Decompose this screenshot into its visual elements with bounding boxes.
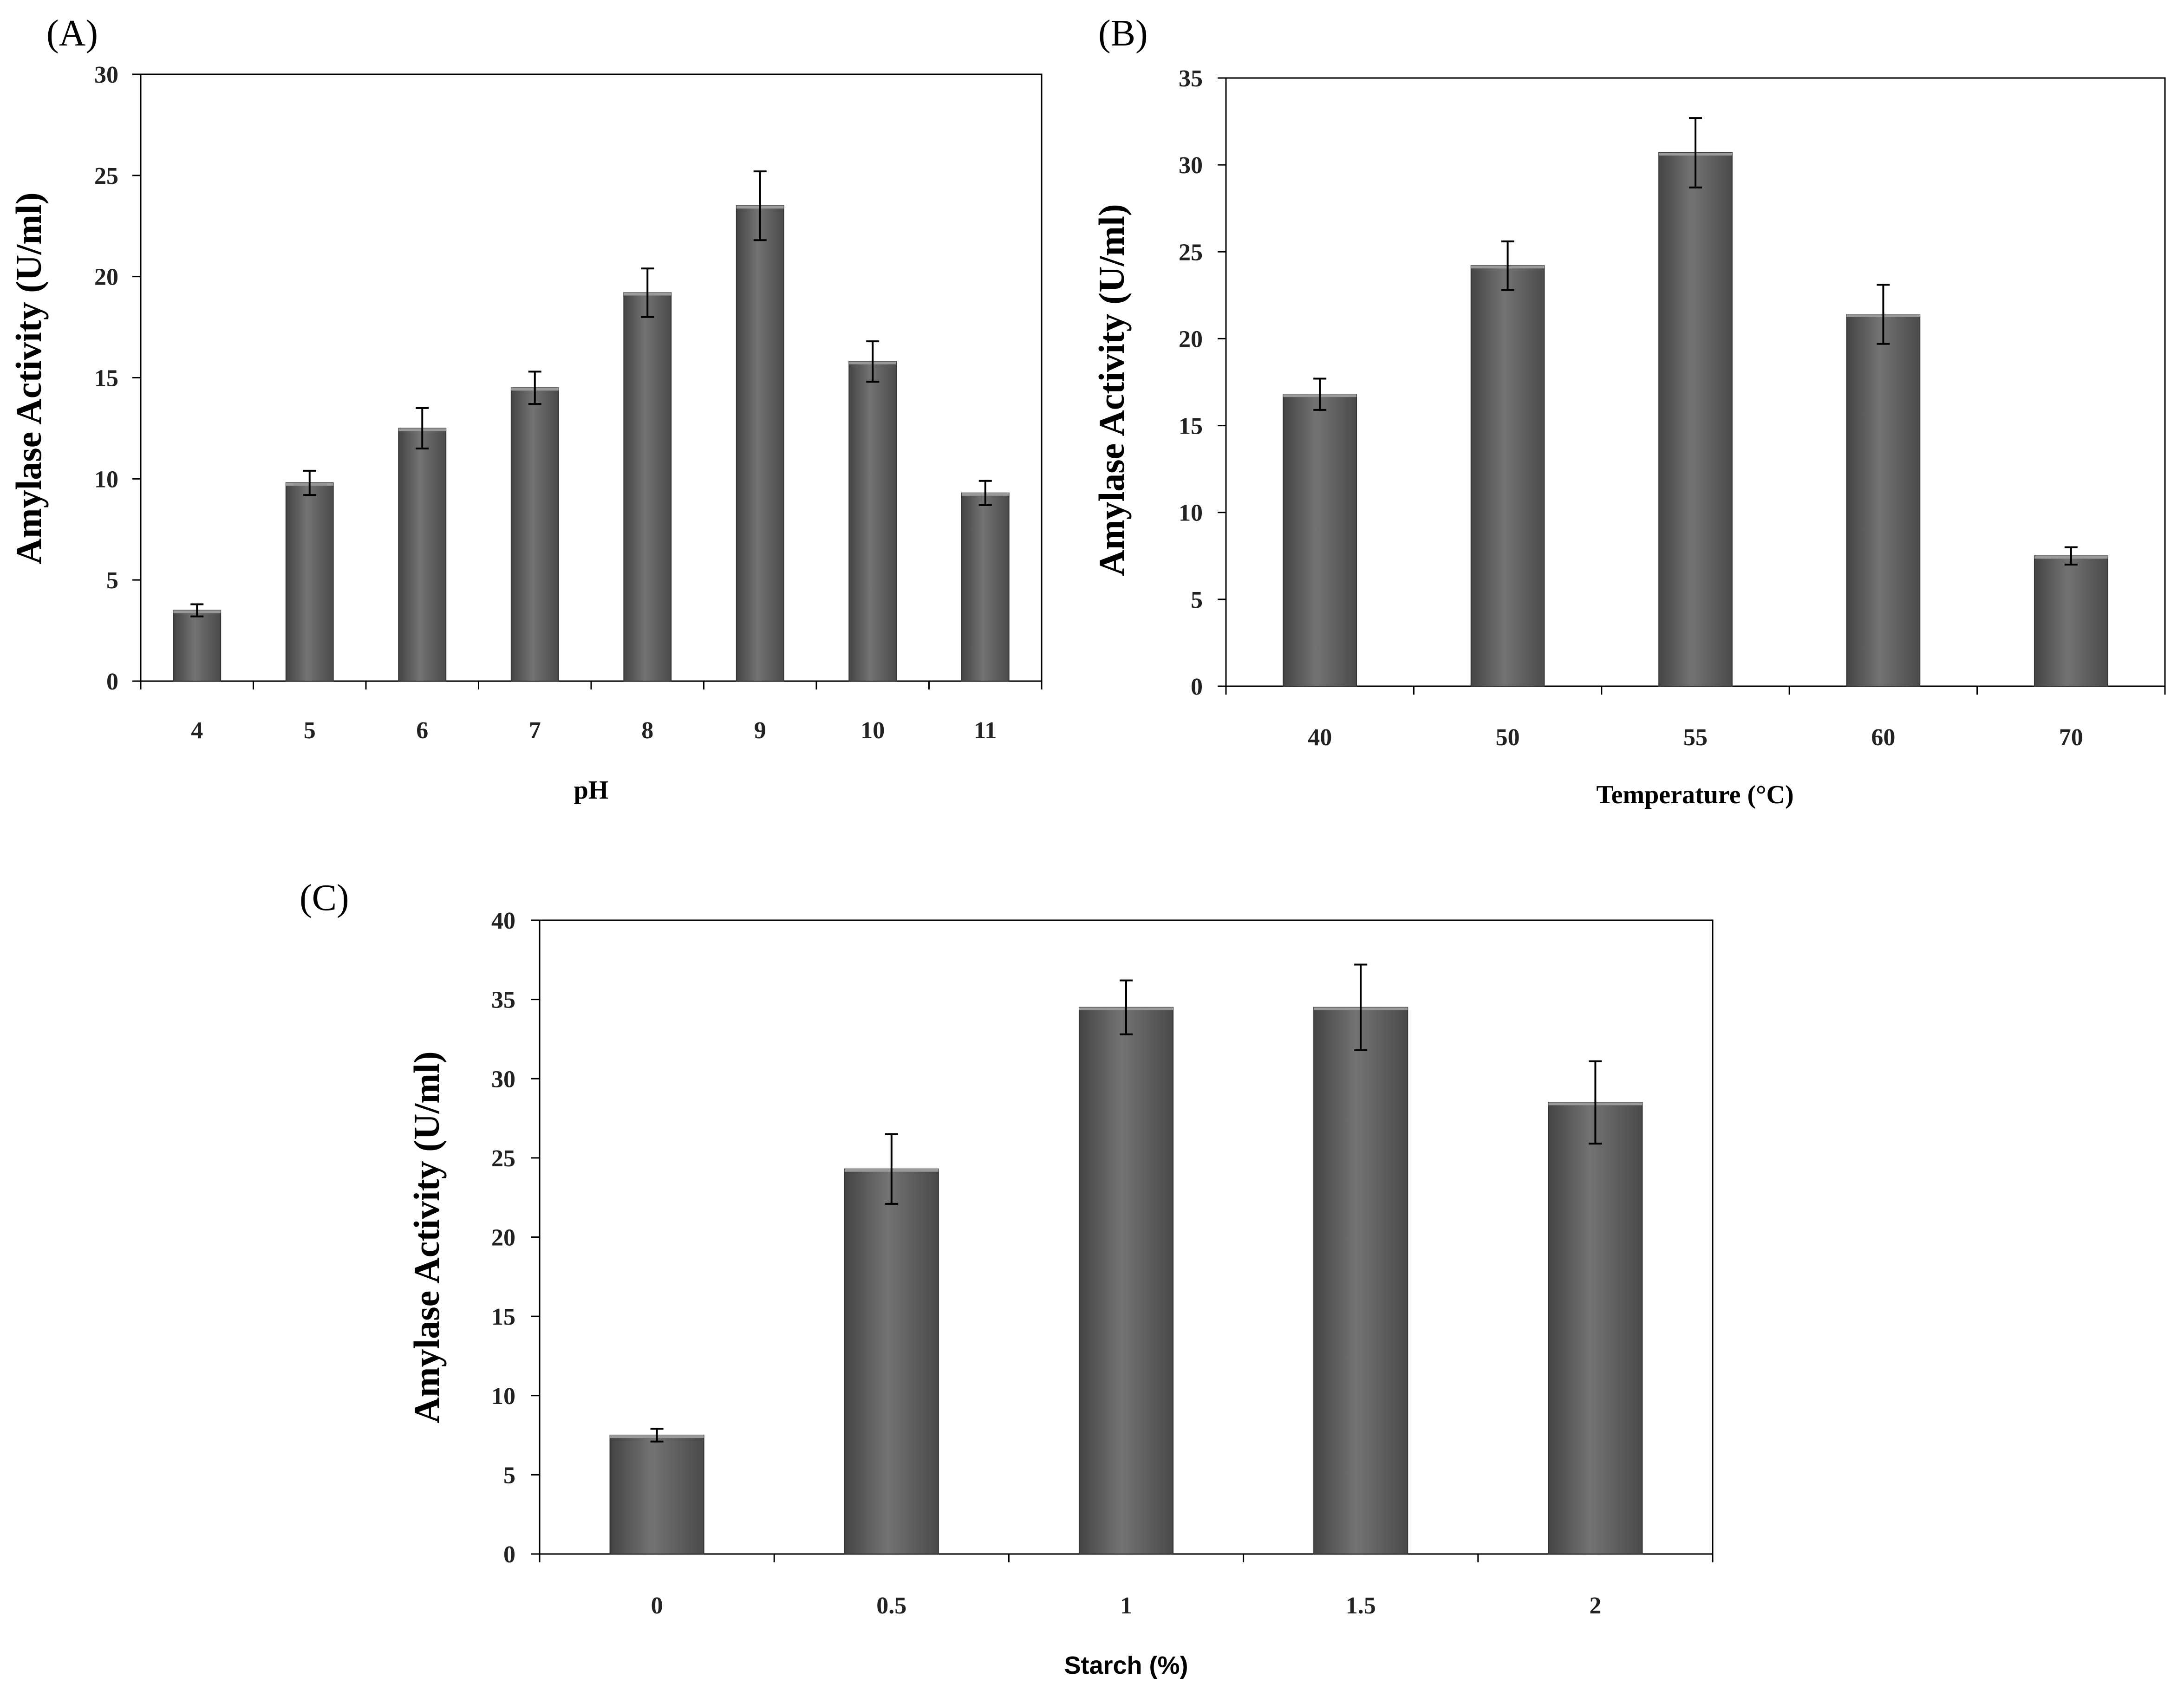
bar-b-50: [1470, 265, 1545, 687]
y-tick-label-c: 0: [503, 1541, 515, 1568]
y-axis-title-b: Amylase Activity (U/ml): [1091, 204, 1132, 576]
bar-c-1: [1078, 1007, 1174, 1554]
y-tick-label-b: 10: [1179, 500, 1203, 527]
y-tick-label-c: 35: [491, 987, 515, 1014]
x-tick-label-a: 8: [641, 717, 653, 744]
panel-label-a: (A): [46, 13, 98, 54]
x-tick-label-a: 10: [861, 717, 885, 744]
bar-a-9: [736, 205, 784, 682]
bar-a-6: [398, 428, 447, 682]
bar-b-70: [2034, 555, 2108, 687]
y-tick-label-c: 10: [491, 1383, 515, 1410]
y-tick-label-b: 30: [1179, 152, 1203, 179]
y-tick-label-a: 5: [106, 567, 118, 594]
y-tick-label-a: 20: [94, 264, 118, 291]
x-tick-label-c: 0: [651, 1593, 663, 1619]
bar-a-11: [961, 492, 1010, 682]
x-tick-label-c: 0.5: [876, 1593, 906, 1619]
bar-c-1.5: [1313, 1007, 1408, 1554]
x-tick-label-c: 1.5: [1346, 1593, 1376, 1619]
y-axis-title-a: Amylase Activity (U/ml): [8, 192, 49, 564]
y-tick-label-b: 35: [1179, 65, 1203, 92]
bar-b-40: [1283, 394, 1357, 687]
plot-area-a: [140, 73, 1043, 682]
bar-a-5: [285, 482, 334, 682]
bar-a-7: [510, 387, 559, 682]
x-tick-label-b: 50: [1496, 724, 1520, 751]
y-tick-label-a: 25: [94, 163, 118, 189]
x-tick-label-a: 6: [416, 717, 428, 744]
y-tick-label-c: 25: [491, 1145, 515, 1172]
y-axis-title-c: Amylase Activity (U/ml): [406, 1051, 447, 1423]
chart-panel-c: (C) 0 5 10 15 20 25 30 35 40 0 0.5 1 1.5 2 Amylase A…: [300, 878, 1714, 1679]
x-tick-label-b: 40: [1308, 724, 1332, 751]
x-axis-title-a: pH: [574, 776, 609, 805]
y-tick-label-a: 15: [94, 365, 118, 392]
y-tick-label-b: 0: [1191, 674, 1203, 700]
bar-c-0.5: [844, 1168, 939, 1554]
y-tick-label-a: 10: [94, 466, 118, 493]
chart-panel-b: (B) 0 5 10 15 20 25 30 35 40 50 55 60 70 Amylase Ac…: [1091, 13, 2166, 809]
chart-panel-a: (A) 0 5 10 15 20 25 30 4 5 6 7 8 9 10 11 Amylase Acti…: [8, 13, 1043, 805]
y-tick-label-a: 30: [94, 62, 118, 88]
bar-a-4: [173, 610, 222, 682]
x-tick-label-b: 70: [2059, 724, 2083, 751]
y-tick-label-c: 5: [503, 1462, 515, 1489]
x-tick-label-b: 60: [1871, 724, 1895, 751]
x-axis-title-b: Temperature (°C): [1596, 780, 1793, 809]
y-tick-label-b: 15: [1179, 413, 1203, 440]
x-tick-label-c: 1: [1120, 1593, 1132, 1619]
bar-b-55: [1658, 152, 1733, 687]
x-axis-title-c: Starch (%): [1064, 1651, 1188, 1679]
x-tick-label-a: 11: [974, 717, 997, 744]
bar-c-0: [609, 1435, 704, 1554]
x-tick-label-a: 9: [754, 717, 766, 744]
y-tick-label-b: 5: [1191, 587, 1203, 613]
x-tick-label-a: 5: [304, 717, 316, 744]
y-tick-label-c: 20: [491, 1225, 515, 1251]
y-tick-label-c: 40: [491, 908, 515, 934]
bar-a-8: [623, 292, 672, 682]
y-tick-label-a: 0: [106, 669, 118, 695]
panel-label-c: (C): [300, 878, 349, 918]
y-tick-label-b: 25: [1179, 239, 1203, 266]
x-tick-label-b: 55: [1683, 724, 1708, 751]
x-tick-label-a: 4: [191, 717, 203, 744]
bar-c-2: [1548, 1102, 1643, 1554]
y-tick-label-b: 20: [1179, 326, 1203, 352]
x-tick-label-a: 7: [529, 717, 541, 744]
x-tick-label-c: 2: [1589, 1593, 1601, 1619]
y-tick-label-c: 30: [491, 1066, 515, 1092]
panel-label-b: (B): [1098, 13, 1148, 54]
y-tick-label-c: 15: [491, 1304, 515, 1330]
bar-a-10: [848, 361, 897, 682]
bar-b-60: [1846, 314, 1921, 687]
